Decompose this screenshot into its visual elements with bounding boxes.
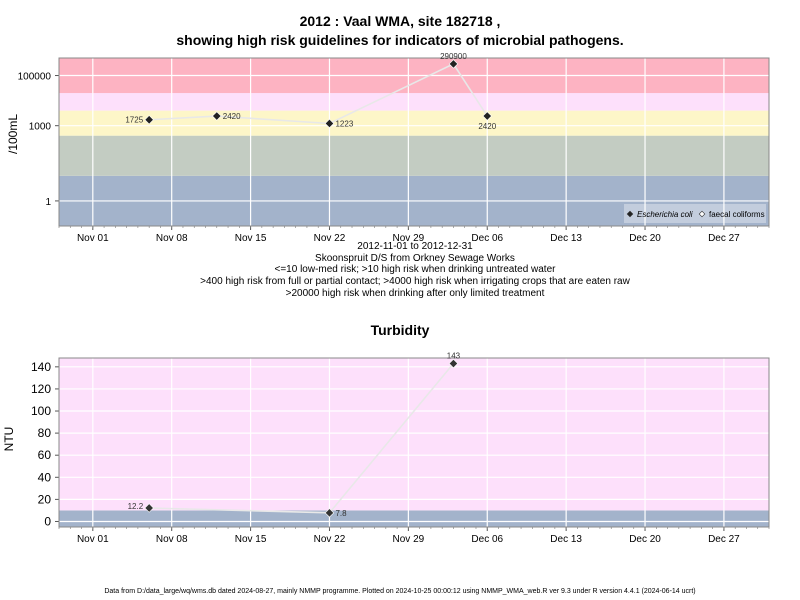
legend-box <box>624 204 766 223</box>
footer-note: Data from D:/data_large/wq/wms.db dated … <box>104 588 696 595</box>
x-tick-label: Dec 13 <box>550 534 582 545</box>
data-point <box>448 358 459 369</box>
data-point <box>324 118 335 129</box>
risk-guideline-line-1: <=10 low-med risk; >10 high risk when dr… <box>274 264 556 275</box>
turbidity-title: Turbidity <box>370 322 430 338</box>
data-point <box>144 115 154 125</box>
risk-guideline-line-3: >20000 high risk when drinking after onl… <box>285 288 545 299</box>
y-tick-label: 40 <box>38 470 52 484</box>
chart-title-line-2: showing high risk guidelines for indicat… <box>176 32 624 48</box>
x-tick-label: Nov 08 <box>156 233 188 244</box>
data-label: 12.2 <box>128 502 144 511</box>
data-label: 1223 <box>335 119 353 128</box>
y-tick-label: 0 <box>44 514 51 528</box>
site-name: Skoonspruit D/S from Orkney Sewage Works <box>315 253 515 264</box>
y-tick-label: 20 <box>38 492 52 506</box>
x-tick-label: Nov 22 <box>314 534 346 545</box>
risk-band-3 <box>59 93 769 111</box>
plot-frame <box>58 57 770 227</box>
turbidity-chart: Nov 01 Nov 08 Nov 15 Nov 22 Nov 29 Dec 06 Dec … <box>31 352 770 545</box>
data-label: 290900 <box>440 52 467 61</box>
data-label: 7.8 <box>335 509 347 518</box>
data-point <box>482 111 492 121</box>
data-label: 1725 <box>125 116 143 125</box>
data-point <box>212 111 222 121</box>
x-tick-label: Dec 13 <box>550 233 582 244</box>
x-tick-label: Dec 27 <box>708 534 740 545</box>
data-label: 2420 <box>223 112 241 121</box>
legend-marker <box>698 210 706 218</box>
data-label: 143 <box>447 352 461 361</box>
risk-band-1 <box>59 358 769 511</box>
x-tick-label: Dec 20 <box>629 233 661 244</box>
y-tick-label: 120 <box>31 382 51 396</box>
y-tick-label: 1 <box>45 197 51 208</box>
x-tick-label: Dec 20 <box>629 534 661 545</box>
risk-guideline-line-2: >400 high risk from full or partial cont… <box>200 276 630 287</box>
data-label: 2420 <box>478 122 496 131</box>
x-tick-label: Dec 27 <box>708 233 740 244</box>
data-point <box>324 508 335 518</box>
microbial-chart: Nov 01 Nov 08 Nov 15 Nov 22 Nov 29 Dec 06 Dec … <box>18 52 770 244</box>
risk-band-1 <box>59 135 769 176</box>
x-tick-label: Nov 29 <box>393 534 425 545</box>
y-tick-label: 100 <box>31 404 51 418</box>
y-tick-label: 60 <box>38 448 52 462</box>
legend-entry: Escherichia coli <box>637 210 693 219</box>
x-tick-label: Dec 06 <box>471 534 503 545</box>
legend-marker <box>626 210 634 218</box>
data-point <box>448 59 459 69</box>
y-tick-label: 80 <box>38 426 52 440</box>
x-tick-label: Nov 01 <box>77 233 109 244</box>
date-range: 2012-11-01 to 2012-12-31 <box>357 241 473 252</box>
x-tick-label: Nov 22 <box>314 233 346 244</box>
legend-entry: faecal coliforms <box>709 210 765 219</box>
risk-band-2 <box>59 110 769 136</box>
x-tick-label: Nov 08 <box>156 534 188 545</box>
risk-band-0 <box>59 510 769 527</box>
x-tick-label: Nov 15 <box>235 534 267 545</box>
x-tick-label: Nov 15 <box>235 233 267 244</box>
y-tick-label: 100000 <box>18 72 52 83</box>
data-point <box>144 503 154 513</box>
x-tick-label: Dec 06 <box>471 233 503 244</box>
y-tick-label: 1000 <box>29 122 52 133</box>
chart-title-line-1: 2012 : Vaal WMA, site 182718 , <box>299 13 501 29</box>
x-tick-label: Nov 01 <box>77 534 109 545</box>
y-tick-label: 140 <box>31 360 51 374</box>
x-tick-label: Nov 29 <box>393 233 425 244</box>
plot-frame <box>58 357 770 528</box>
